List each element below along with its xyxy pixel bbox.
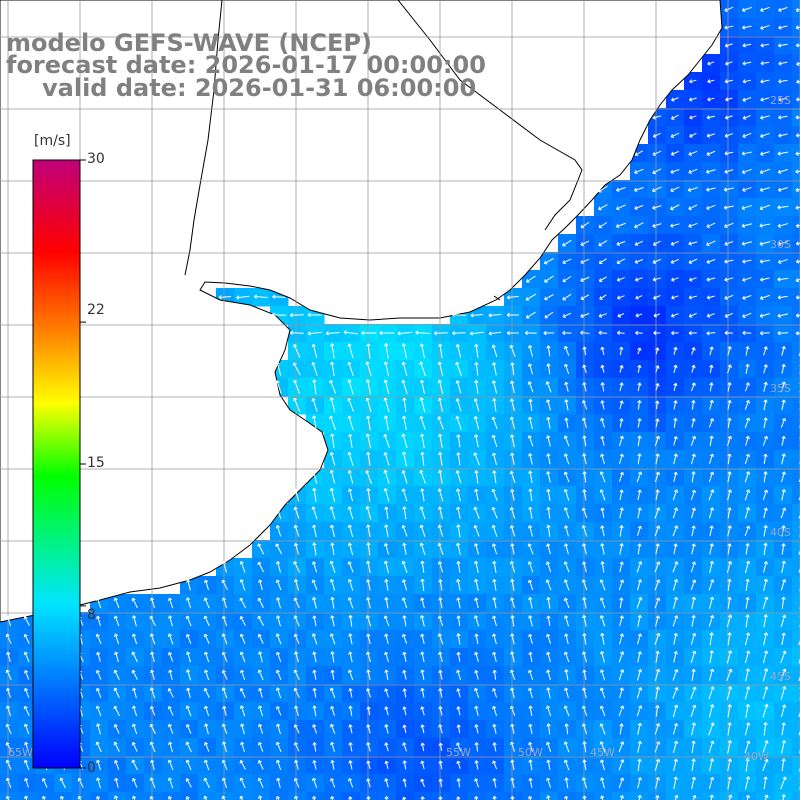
lat-label: 25S [770, 94, 791, 107]
wind-cell [792, 540, 800, 559]
wind-cell [792, 774, 800, 793]
wind-cell [306, 792, 325, 800]
wind-cell [576, 792, 595, 800]
wind-cell [792, 486, 800, 505]
wind-cell [792, 252, 800, 271]
wind-cell [792, 558, 800, 577]
wind-cell [792, 756, 800, 775]
wind-cell [324, 792, 343, 800]
lat-label: 35S [770, 382, 791, 395]
wind-cell [558, 792, 577, 800]
wind-cell [234, 792, 253, 800]
wind-cell [792, 54, 800, 73]
wind-cell [792, 450, 800, 469]
lat-label: 45S [770, 670, 791, 683]
wind-cell [792, 576, 800, 595]
wind-cell [792, 216, 800, 235]
wind-cell [0, 792, 19, 800]
colorbar-tick-label: 30 [87, 151, 105, 167]
colorbar-gradient [32, 159, 81, 769]
wind-cell [792, 432, 800, 451]
wind-cell [792, 648, 800, 667]
wind-cell [540, 792, 559, 800]
wind-cell [522, 792, 541, 800]
wind-cell [792, 0, 800, 19]
wind-cell [792, 72, 800, 91]
wind-cell [792, 792, 800, 800]
wind-cell [792, 90, 800, 109]
wind-cell [252, 792, 271, 800]
lat-label: 40S [770, 526, 791, 539]
wind-cell [792, 630, 800, 649]
colorbar-tick-label: 22 [87, 302, 105, 318]
wind-cell [72, 792, 91, 800]
wind-cell [18, 792, 37, 800]
wind-cell [792, 378, 800, 397]
wind-cell [792, 342, 800, 361]
colorbar-tick-label: 0 [87, 760, 96, 776]
wind-cell [792, 414, 800, 433]
lon-label: 55W [446, 746, 471, 759]
wind-cell [792, 360, 800, 379]
wind-cell [144, 792, 163, 800]
wind-cell [594, 792, 613, 800]
wind-cell [342, 792, 361, 800]
wind-cell [198, 792, 217, 800]
lon-label: 50W [518, 746, 543, 759]
wind-cell [792, 144, 800, 163]
wind-cell [270, 792, 289, 800]
wind-cell [360, 792, 379, 800]
wind-cell [36, 792, 55, 800]
wind-cell [90, 792, 109, 800]
wind-cell [126, 792, 145, 800]
wind-cell [288, 792, 307, 800]
wind-cell [792, 396, 800, 415]
lon-label: 65W [8, 746, 33, 759]
wind-cell [792, 738, 800, 757]
wind-cell [792, 468, 800, 487]
wind-cell [792, 702, 800, 721]
wind-cell [162, 792, 181, 800]
wind-cell [216, 792, 235, 800]
wind-cell [54, 792, 73, 800]
title-valid-date: valid date: 2026-01-31 06:00:00 [42, 74, 477, 102]
wind-cell [792, 504, 800, 523]
wind-cell [504, 792, 523, 800]
wind-cell [432, 792, 451, 800]
wind-cell [468, 792, 487, 800]
wind-cell [792, 180, 800, 199]
lon-label: 45W [590, 746, 615, 759]
wind-cell [414, 792, 433, 800]
wind-cell [450, 792, 469, 800]
wind-cell [792, 720, 800, 739]
colorbar-tick-label: 15 [87, 455, 105, 471]
wind-cell [792, 684, 800, 703]
wind-cell [792, 270, 800, 289]
wind-cell [792, 522, 800, 541]
colorbar-tick-label: 8 [87, 607, 96, 623]
wind-cell [792, 612, 800, 631]
wind-cell [792, 594, 800, 613]
wind-cell [792, 666, 800, 685]
lon-label: 40W [744, 750, 769, 763]
lat-label: 30S [770, 238, 791, 251]
wind-cell [378, 792, 397, 800]
colorbar-unit: [m/s] [34, 133, 71, 149]
wind-cell [684, 792, 703, 800]
wind-cell [108, 792, 127, 800]
wind-cell [486, 792, 505, 800]
wind-cell [180, 792, 199, 800]
wind-cell [792, 234, 800, 253]
